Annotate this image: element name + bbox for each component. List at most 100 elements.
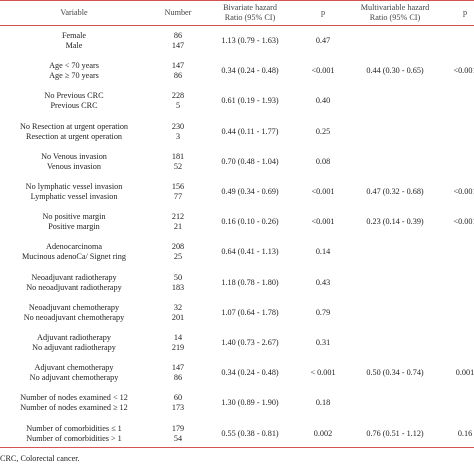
bivariate-hr: 0.34 (0.24 - 0.48) [221, 66, 279, 76]
number-b: 201 [171, 312, 185, 322]
p-bivariate: <0.001 [311, 187, 335, 196]
variable-label-a: Adjuvant radiotherapy [37, 333, 111, 342]
number-a: 228 [171, 91, 185, 101]
number-a: 179 [171, 423, 185, 433]
p-multivariable: <0.001 [453, 66, 474, 76]
number-b: 183 [171, 282, 185, 292]
number-a: 14 [173, 333, 183, 342]
header-bivariate-line1: Bivariate hazard [223, 3, 277, 12]
footnote: CRC, Colorectal cancer. [0, 454, 80, 463]
variable-label-a: No positive margin [42, 212, 106, 222]
variable-label-b: No adjuvant radiotherapy [32, 343, 116, 352]
header-top-border [0, 0, 474, 1]
p-multivariable: <0.001 [453, 187, 474, 196]
number-b: 5 [175, 101, 181, 111]
variable-label-a: Age < 70 years [49, 61, 99, 71]
p-bivariate: 0.47 [315, 36, 331, 45]
number-b: 54 [173, 433, 183, 443]
header-p-multivariable: p [462, 8, 468, 17]
variable-label-a: Adjuvant chemotherapy [34, 363, 114, 373]
variable-label-b: Age ≥ 70 years [49, 71, 99, 81]
variable-label-a: Number of comorbidities ≤ 1 [26, 423, 122, 433]
bivariate-hr: 0.49 (0.34 - 0.69) [221, 187, 279, 196]
header-bottom-border [0, 25, 474, 26]
p-multivariable: 0.16 [457, 428, 473, 438]
variable-label-a: Adenocarcinoma [46, 242, 102, 252]
bivariate-hr: 0.16 (0.10 - 0.26) [221, 217, 279, 227]
p-multivariable: <0.001 [453, 217, 474, 227]
number-a: 212 [171, 212, 185, 222]
number-a: 86 [173, 31, 183, 40]
variable-label-b: Number of nodes examined ≥ 12 [20, 403, 128, 413]
bivariate-hr: 0.70 (0.48 - 1.04) [221, 156, 279, 166]
number-b: 21 [173, 222, 183, 232]
number-a: 147 [171, 61, 185, 71]
bivariate-hr: 1.13 (0.79 - 1.63) [221, 36, 279, 45]
variable-label-a: No Venous invasion [41, 151, 107, 161]
variable-label-a: Neoadjuvant chemotherapy [28, 302, 120, 312]
variable-label-b: Previous CRC [50, 101, 98, 111]
bivariate-hr: 0.55 (0.38 - 0.81) [221, 428, 279, 438]
number-b: 77 [173, 192, 183, 201]
variable-label-b: Number of comorbidities > 1 [26, 433, 122, 443]
number-a: 156 [171, 182, 185, 191]
number-b: 86 [173, 71, 183, 81]
number-a: 50 [173, 272, 183, 282]
bivariate-hr: 1.07 (0.64 - 1.78) [221, 307, 279, 317]
multivariable-hr: 0.47 (0.32 - 0.68) [366, 187, 424, 196]
p-bivariate: 0.08 [315, 156, 331, 166]
variable-label-b: Resection at urgent operation [25, 131, 123, 141]
p-bivariate: < 0.001 [310, 368, 336, 378]
p-bivariate: 0.43 [315, 277, 331, 287]
variable-label-a: No Previous CRC [44, 91, 104, 101]
p-bivariate: 0.25 [315, 126, 331, 136]
header-bivariate-line2: Ratio (95% CI) [224, 13, 276, 22]
p-bivariate: 0.002 [313, 428, 333, 438]
multivariable-hr: 0.76 (0.51 - 1.12) [366, 428, 424, 438]
bivariate-hr: 0.64 (0.41 - 1.13) [221, 247, 279, 257]
variable-label-b: Positive margin [48, 222, 100, 232]
number-a: 230 [171, 121, 185, 131]
p-bivariate: 0.79 [315, 307, 331, 317]
variable-label-a: No Resection at urgent operation [19, 121, 129, 131]
bivariate-hr: 0.44 (0.11 - 1.77) [221, 126, 279, 136]
p-bivariate: 0.31 [315, 338, 331, 347]
number-a: 208 [171, 242, 185, 252]
variable-label-b: No neoadjuvant radiotherapy [26, 282, 122, 292]
bivariate-hr: 0.34 (0.24 - 0.48) [221, 368, 279, 378]
variable-label-b: Male [65, 41, 83, 50]
variable-label-a: No lymphatic vessel invasion [25, 182, 123, 191]
number-b: 3 [175, 131, 181, 141]
header-p-bivariate: p [320, 8, 326, 17]
number-b: 86 [173, 373, 183, 383]
table-bottom-border [0, 447, 474, 448]
variable-label-a: Number of nodes examined < 12 [20, 393, 128, 403]
header-variable: Variable [60, 8, 88, 17]
number-b: 147 [171, 41, 185, 50]
p-bivariate: 0.18 [315, 398, 331, 408]
p-bivariate: <0.001 [311, 217, 335, 227]
bivariate-hr: 1.18 (0.78 - 1.80) [221, 277, 279, 287]
variable-label-a: Neoadjuvant radiotherapy [31, 272, 117, 282]
p-bivariate: 0.40 [315, 96, 331, 106]
bivariate-hr: 0.61 (0.19 - 1.93) [221, 96, 279, 106]
header-number: Number [164, 8, 192, 17]
p-bivariate: <0.001 [311, 66, 335, 76]
variable-label-b: Lymphatic vessel invasion [30, 192, 118, 201]
multivariable-hr: 0.23 (0.14 - 0.39) [366, 217, 424, 227]
variable-label-b: No adjuvant chemotherapy [29, 373, 119, 383]
number-b: 219 [171, 343, 185, 352]
number-b: 173 [171, 403, 185, 413]
header-multivariable-line2: Ratio (95% CI) [369, 13, 421, 22]
bivariate-hr: 1.40 (0.73 - 2.67) [221, 338, 279, 347]
header-multivariable-line1: Multivariable hazard [360, 3, 430, 12]
multivariable-hr: 0.50 (0.34 - 0.74) [366, 368, 424, 378]
p-multivariable: 0.001 [455, 368, 474, 378]
p-bivariate: 0.14 [315, 247, 331, 257]
number-a: 147 [171, 363, 185, 373]
multivariable-hr: 0.44 (0.30 - 0.65) [366, 66, 424, 76]
variable-label-b: Venous invasion [47, 161, 101, 171]
bivariate-hr: 1.30 (0.89 - 1.90) [221, 398, 279, 408]
number-b: 25 [173, 252, 183, 262]
number-a: 60 [173, 393, 183, 403]
